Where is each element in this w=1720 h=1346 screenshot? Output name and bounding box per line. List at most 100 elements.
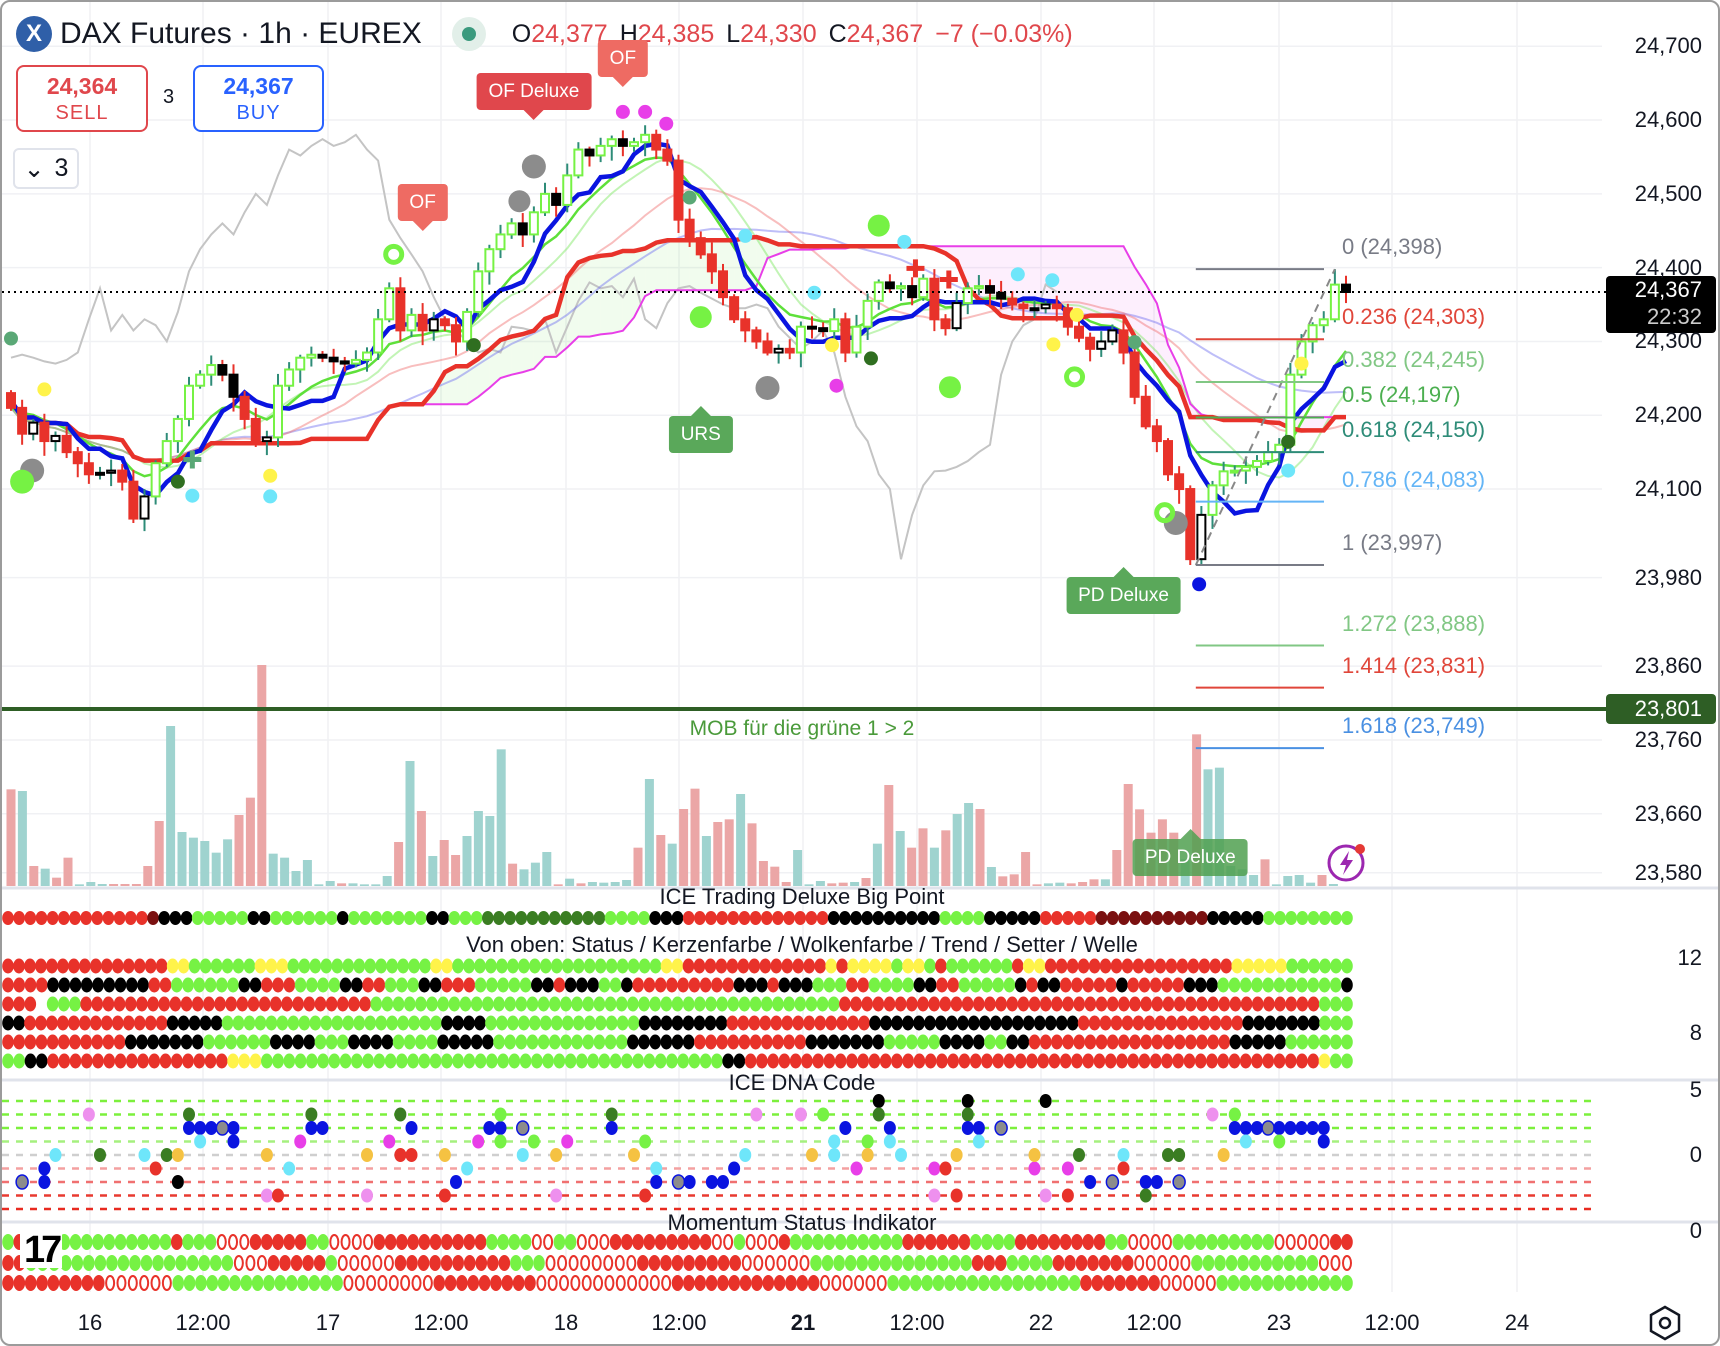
status-dot [519,1053,532,1069]
annotation-label[interactable]: PD Deluxe [1066,566,1181,614]
volume-bar [804,884,814,886]
signal-dot [4,331,18,346]
status-dot [518,958,530,974]
dna-dot [671,1174,686,1190]
momentum-dot [487,1255,499,1271]
status-dot [1184,1034,1197,1050]
status-dot [210,958,223,974]
dna-dot [160,1148,173,1162]
momentum-dot [1271,1255,1284,1271]
status-dot [270,1034,282,1050]
status-dot [593,1034,606,1050]
volume-bar [382,876,392,886]
status-dot [1242,958,1255,974]
status-dot [1173,1034,1186,1050]
order-quantity[interactable]: 3 [163,86,175,108]
dna-dot [205,1121,218,1135]
momentum-panel-title: Momentum Status Indikator [667,1210,937,1235]
volume-bar [325,881,335,886]
hexagon-gear-icon[interactable] [1648,1305,1682,1341]
status-dot [872,996,885,1012]
status-dot [474,1015,486,1031]
status-dot [928,1034,940,1050]
status-dot [627,958,640,974]
momentum-dot [1087,1255,1099,1271]
status-dot [331,1015,344,1031]
status-dot [649,1034,661,1050]
momentum-dot [501,1275,514,1291]
volume-bar [553,884,563,886]
indicators-collapse-button[interactable]: ⌄ 3 [13,148,79,189]
momentum-dot [733,1234,746,1250]
big-point-dot [1341,911,1353,925]
status-dot [995,996,1007,1012]
mob-annotation: MOB für die grüne 1 > 2 [689,717,915,740]
status-dot [320,1015,333,1031]
status-dot [748,958,761,974]
momentum-dot [83,1255,95,1271]
status-dot [1088,958,1101,974]
status-dot [760,1034,773,1050]
symbol-title[interactable]: DAX Futures · 1h · EUREX [60,17,422,50]
status-dot [638,1034,650,1050]
sell-button[interactable]: 24,364 SELL [16,65,148,132]
status-dot [733,1053,746,1069]
status-dot [891,1015,903,1031]
dna-dot [639,1134,652,1149]
dna-dot [683,1175,696,1189]
dna-dot [861,1134,874,1149]
big-point-dot [392,911,405,925]
momentum-dot [1017,1255,1030,1271]
status-dot [182,1053,194,1069]
momentum-dot [821,1255,834,1271]
status-dot [693,1015,706,1031]
candle-body [1174,473,1185,491]
status-dot [1003,977,1016,993]
momentum-dot [1121,1255,1134,1271]
status-dot [913,958,925,974]
status-dot [716,1034,728,1050]
status-dot [682,958,695,974]
big-point-dot [738,911,751,925]
momentum-dot [1261,1275,1274,1291]
annotation-label[interactable]: OF [397,183,448,231]
volume-bar [451,855,461,886]
symbol-logo-icon[interactable]: X [16,16,52,52]
volume-bar [1249,875,1259,886]
annotation-label[interactable]: OF Deluxe [476,73,592,121]
open-value: 24,377 [531,19,608,48]
lightning-icon[interactable] [1325,840,1369,884]
status-dot [792,1015,805,1031]
status-dot [113,996,126,1012]
momentum-dot [1206,1234,1218,1250]
tradingview-logo[interactable]: 17 [20,1231,62,1269]
status-dot [364,958,376,974]
status-dot [137,1053,149,1069]
signal-dot [863,351,878,366]
buy-button[interactable]: 24,367 BUY [193,65,324,132]
candle-body [562,174,573,206]
status-dot [1028,996,1041,1012]
momentum-dot [274,1275,287,1291]
candle-body [1218,470,1229,487]
big-point-dot [415,911,427,925]
status-dot [869,958,881,974]
status-dot [638,958,651,974]
annotation-label[interactable]: OF [597,39,649,87]
annotation-label[interactable]: URS [668,405,733,453]
momentum-dot [440,1255,453,1271]
momentum-dot [547,1275,558,1291]
volume-bar [109,884,119,886]
status-dot [507,1015,519,1031]
volume-bar [154,821,164,886]
momentum-dot [981,1234,993,1250]
status-dot [1138,977,1151,993]
status-dot [531,1053,543,1069]
status-dot [24,1053,37,1069]
dna-dot [49,1148,62,1162]
candle-body [50,434,61,443]
status-dot [1026,1053,1038,1069]
momentum-dot [441,1234,453,1250]
annotation-label[interactable]: PD Deluxe [1132,828,1248,876]
